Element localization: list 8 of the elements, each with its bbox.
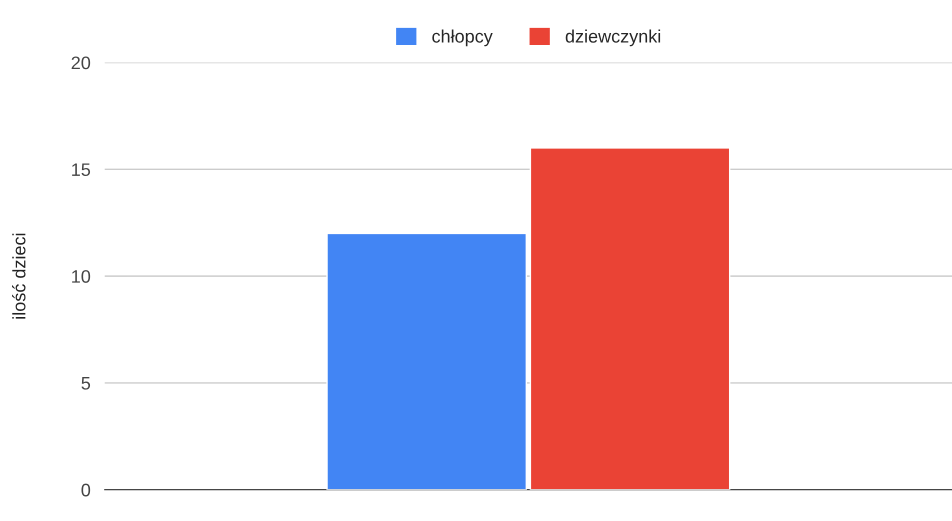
y-tick-label: 0 (81, 484, 90, 496)
y-tick-label: 5 (82, 377, 90, 390)
legend-label: dziewczynki (566, 29, 660, 46)
legend-label: chłopcy (432, 29, 493, 46)
y-tick-label: 20 (72, 56, 90, 70)
y-tick-label: 10 (72, 270, 90, 283)
y-tick-label: 15 (72, 163, 90, 176)
y-axis-title: ilość dzieci (12, 234, 26, 319)
